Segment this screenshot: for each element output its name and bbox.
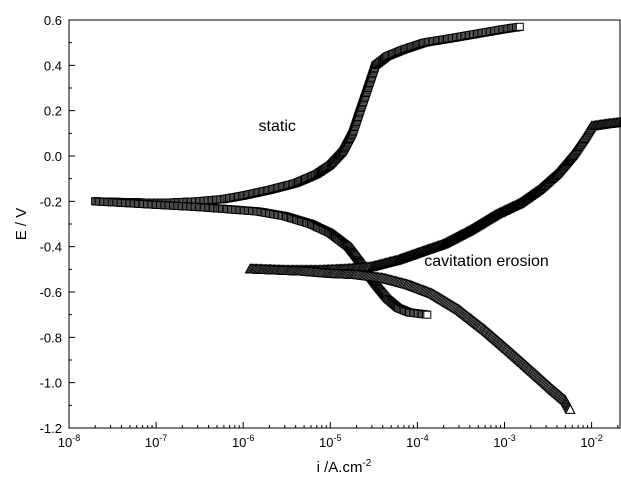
x-tick-label: 10-2 xyxy=(580,433,602,450)
annotation-cavitation-erosion: cavitation erosion xyxy=(424,253,549,270)
x-tick-label-base: 10 xyxy=(145,435,159,450)
x-tick-label-exponent: -2 xyxy=(595,433,603,443)
series-square-cathodic-line xyxy=(95,200,428,316)
x-tick-label: 10-3 xyxy=(493,433,515,450)
square-marker xyxy=(423,310,432,319)
y-axis-title: E / V xyxy=(13,208,30,241)
x-tick-label-exponent: -3 xyxy=(508,433,516,443)
annotation-static: static xyxy=(259,118,296,135)
y-tick-label: 0.4 xyxy=(44,58,62,73)
x-tick-label: 10-8 xyxy=(58,433,80,450)
series-square-anodic-markers xyxy=(91,22,524,207)
y-tick-label: 0.2 xyxy=(44,104,62,119)
tick-label-layer: 10-810-710-610-510-410-310-210-10.60.40.… xyxy=(40,13,603,450)
series-square-cathodic-markers xyxy=(91,197,432,319)
y-tick-label: -0.6 xyxy=(40,285,62,300)
x-tick-label-base: 10 xyxy=(232,435,246,450)
series-triangle-cathodic-markers xyxy=(244,263,576,414)
x-tick-label: 10-6 xyxy=(232,433,254,450)
y-tick-label: -0.8 xyxy=(40,330,62,345)
y-tick-label: -0.4 xyxy=(40,240,62,255)
x-axis-title-superscript: -2 xyxy=(362,458,371,469)
x-tick-label: 10-5 xyxy=(319,433,341,450)
x-tick-label-base: 10 xyxy=(493,435,507,450)
x-tick-label-exponent: -8 xyxy=(72,433,80,443)
y-tick-label: -1.2 xyxy=(40,421,62,436)
y-tick-label: 0.0 xyxy=(44,149,62,164)
y-tick-label: 0.6 xyxy=(44,13,62,28)
x-tick-label-base: 10 xyxy=(58,435,72,450)
tick-layer xyxy=(68,19,619,429)
x-tick-label-exponent: -4 xyxy=(421,433,429,443)
y-tick-label: -0.2 xyxy=(40,194,62,209)
triangle-marker xyxy=(564,403,576,414)
x-tick-label-exponent: -7 xyxy=(159,433,167,443)
square-marker xyxy=(515,22,524,31)
x-tick-label: 10-7 xyxy=(145,433,167,450)
series-triangle-anodic-markers xyxy=(244,116,621,275)
x-tick-label-base: 10 xyxy=(580,435,594,450)
x-tick-label-base: 10 xyxy=(406,435,420,450)
plot-frame xyxy=(68,19,621,429)
x-tick-label-base: 10 xyxy=(319,435,333,450)
x-tick-label-exponent: -6 xyxy=(246,433,254,443)
curves-layer xyxy=(91,22,621,414)
x-tick-label-exponent: -5 xyxy=(334,433,342,443)
y-tick-label: -1.0 xyxy=(40,376,62,391)
x-axis-title: i /A.cm-2 xyxy=(317,458,372,476)
x-tick-label: 10-4 xyxy=(406,433,428,450)
